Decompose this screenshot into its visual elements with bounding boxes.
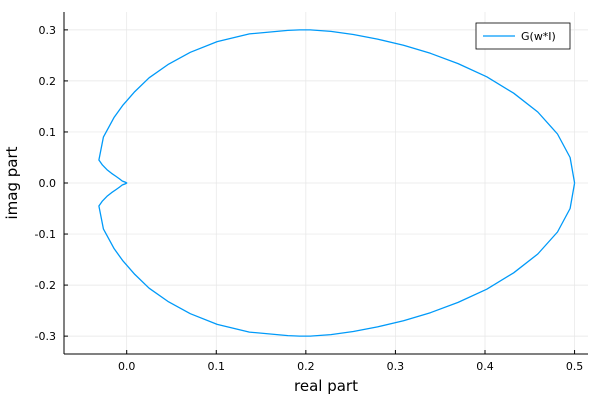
x-tick-label: 0.3 — [387, 360, 405, 373]
x-tick-label: 0.1 — [208, 360, 226, 373]
y-tick-label: -0.3 — [35, 330, 56, 343]
x-tick-label: 0.4 — [476, 360, 494, 373]
y-tick-label: -0.2 — [35, 279, 56, 292]
legend-label: G(w*I) — [521, 30, 556, 43]
y-axis-title: imag part — [3, 146, 21, 219]
y-tick-label: 0.1 — [39, 126, 57, 139]
x-axis-title: real part — [294, 377, 358, 395]
x-tick-label: 0.5 — [566, 360, 584, 373]
x-tick-label: 0.2 — [297, 360, 315, 373]
y-tick-label: 0.3 — [39, 24, 57, 37]
series-line — [98, 29, 576, 337]
x-ticks: 0.0 0.1 0.2 0.3 0.4 0.5 — [118, 350, 583, 373]
y-tick-label: 0.2 — [39, 75, 57, 88]
x-tick-label: 0.0 — [118, 360, 136, 373]
legend: G(w*I) — [475, 22, 571, 50]
y-ticks: -0.3 -0.2 -0.1 0.0 0.1 0.2 0.3 — [35, 24, 68, 343]
y-tick-label: 0.0 — [39, 177, 57, 190]
series — [98, 29, 576, 337]
y-tick-label: -0.1 — [35, 228, 56, 241]
